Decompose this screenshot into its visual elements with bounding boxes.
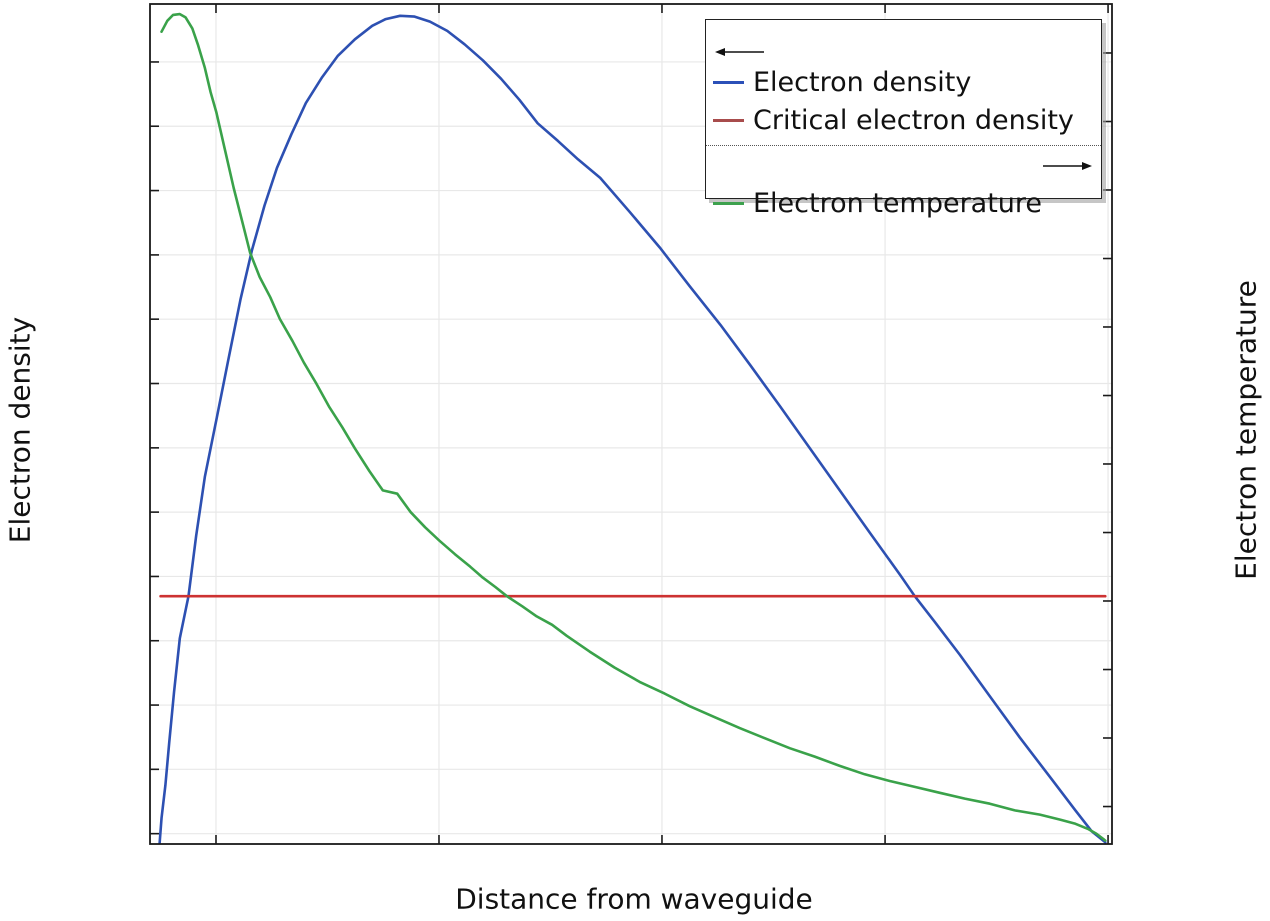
legend-box: Electron density Critical electron densi…	[705, 19, 1102, 219]
x-axis-label: Distance from waveguide	[455, 882, 813, 916]
y-axis-left-label: Electron density	[3, 316, 37, 544]
left-axis-arrow-icon	[715, 48, 764, 56]
y-axis-right-label: Electron temperature	[1229, 280, 1263, 580]
legend-item-electron-density: Electron density	[706, 65, 1101, 99]
legend-item-electron-temperature: Electron temperature	[706, 186, 1101, 220]
legend-label: Electron temperature	[753, 187, 1043, 219]
legend-label: Critical electron density	[753, 104, 1074, 136]
legend-axis-separator	[706, 145, 1101, 146]
right-axis-arrow-icon	[1043, 162, 1092, 170]
legend-label: Electron density	[753, 66, 972, 98]
legend-item-critical-electron-density: Critical electron density	[706, 103, 1101, 137]
electron-temperature-line-swatch	[713, 201, 744, 205]
critical-density-line-swatch	[713, 118, 744, 122]
electron-density-line-swatch	[713, 80, 744, 84]
